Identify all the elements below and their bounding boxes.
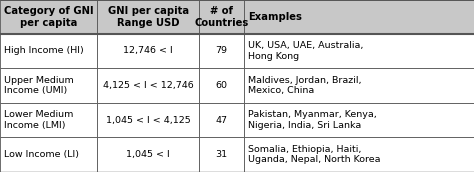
Bar [0,68,97,103]
Bar [0,34,97,68]
Text: 1,045 < I: 1,045 < I [126,150,170,159]
Text: 4,125 < I < 12,746: 4,125 < I < 12,746 [103,81,193,90]
Text: 12,746 < I: 12,746 < I [123,46,173,55]
Text: Pakistan, Myanmar, Kenya,
Nigeria, India, Sri Lanka: Pakistan, Myanmar, Kenya, Nigeria, India… [248,110,377,130]
Text: Somalia, Ethiopia, Haiti,
Uganda, Nepal, North Korea: Somalia, Ethiopia, Haiti, Uganda, Nepal,… [248,145,381,164]
Text: Maldives, Jordan, Brazil,
Mexico, China: Maldives, Jordan, Brazil, Mexico, China [248,76,361,95]
Bar [199,137,244,172]
Bar [97,34,199,68]
Text: GNI per capita
Range USD: GNI per capita Range USD [108,6,189,28]
Text: 79: 79 [216,46,228,55]
Bar [0,0,97,34]
Text: 60: 60 [216,81,228,90]
Text: 31: 31 [216,150,228,159]
Bar [199,103,244,137]
Bar [244,137,474,172]
Bar [0,103,97,137]
Text: Lower Medium
Income (LMI): Lower Medium Income (LMI) [4,110,73,130]
Bar [199,68,244,103]
Text: Category of GNI
per capita: Category of GNI per capita [4,6,93,28]
Text: High Income (HI): High Income (HI) [4,46,83,55]
Bar [97,137,199,172]
Bar [97,0,199,34]
Bar [244,34,474,68]
Bar [244,0,474,34]
Text: Examples: Examples [248,12,302,22]
Text: # of
Countries: # of Countries [194,6,249,28]
Text: 1,045 < I < 4,125: 1,045 < I < 4,125 [106,116,191,125]
Bar [244,68,474,103]
Bar [0,137,97,172]
Bar [244,103,474,137]
Bar [97,68,199,103]
Bar [199,0,244,34]
Text: 47: 47 [216,116,228,125]
Bar [199,34,244,68]
Bar [97,103,199,137]
Text: UK, USA, UAE, Australia,
Hong Kong: UK, USA, UAE, Australia, Hong Kong [248,41,363,61]
Text: Low Income (LI): Low Income (LI) [4,150,79,159]
Text: Upper Medium
Income (UMI): Upper Medium Income (UMI) [4,76,73,95]
